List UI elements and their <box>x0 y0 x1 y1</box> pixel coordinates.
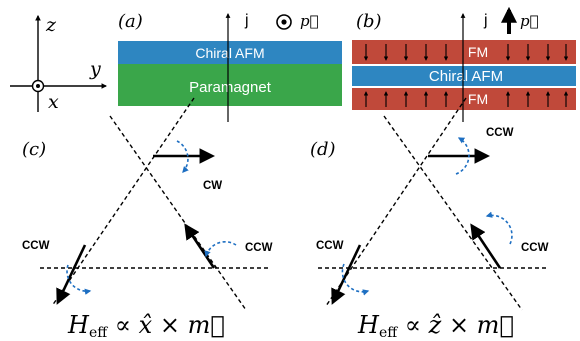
equation-h: H <box>357 311 380 339</box>
panel-c-label: (c) <box>22 139 46 160</box>
effective-field-equation: Heff ∝ x̂ × m⃗ <box>67 311 225 341</box>
fm-bottom-label: FM <box>468 91 488 107</box>
moment-arrow-left <box>331 244 362 305</box>
chiral-afm-label: Chiral AFM <box>195 45 264 61</box>
equation-rest: ∝ x̂ × m⃗ <box>107 311 225 339</box>
triangle-dashed-lines <box>318 97 548 311</box>
axis-label-y: y <box>89 58 101 80</box>
paramagnet-layer <box>118 64 342 106</box>
moment-arrow-left <box>56 244 87 305</box>
chiral-afm-label: Chiral AFM <box>429 68 503 85</box>
current-label: j <box>483 12 488 29</box>
rotation-label-top: CCW <box>486 127 514 139</box>
moment-arrow-right <box>184 223 216 269</box>
fm-bottom-up-arrows <box>363 91 569 107</box>
equation-subscript: eff <box>89 325 108 341</box>
cw-rotation-icon <box>176 140 189 173</box>
rotation-arcs <box>341 137 513 296</box>
x-axis-dot-icon <box>36 84 40 88</box>
polarization-label: p⃗ <box>520 12 539 30</box>
triangle-dashed-lines <box>40 97 270 311</box>
axis-label-x: x <box>48 91 59 113</box>
rotation-label-left: CCW <box>316 240 344 252</box>
panel-a-label: (a) <box>118 11 143 32</box>
moment-arrow-right <box>470 223 502 269</box>
ccw-rotation-icon <box>341 263 370 296</box>
panel-d: (d) CCW CCW CCW Heff ∝ ẑ × m⃗ <box>310 97 549 341</box>
rotation-label-top: CW <box>203 180 222 192</box>
chiral-afm-layer <box>118 41 342 64</box>
equation-subscript: eff <box>379 325 398 341</box>
axis-label-z: z <box>45 14 57 36</box>
fm-top-label: FM <box>468 44 488 60</box>
coordinate-axes: z y x <box>10 14 108 113</box>
fm-top-layer <box>352 40 576 64</box>
ccw-rotation-icon <box>485 211 513 245</box>
polarization-label: p⃗ <box>300 12 319 30</box>
equation-rest: ∝ ẑ × m⃗ <box>397 311 514 339</box>
paramagnet-label: Paramagnet <box>189 79 272 96</box>
rotation-arcs <box>66 140 237 295</box>
rotation-label-right: CCW <box>245 242 273 254</box>
rotation-label-left: CCW <box>22 240 50 252</box>
effective-field-equation: Heff ∝ ẑ × m⃗ <box>357 311 514 341</box>
panel-c: (c) CW CCW CCW Heff ∝ x̂ × m⃗ <box>22 97 273 341</box>
current-label: j <box>244 12 249 29</box>
equation-h: H <box>67 311 90 339</box>
panel-a: Chiral AFM Paramagnet (a) j p⃗ <box>118 11 342 122</box>
ccw-rotation-icon <box>204 241 237 258</box>
panel-b-label: (b) <box>356 11 382 32</box>
ccw-rotation-icon <box>455 137 470 175</box>
fm-top-down-arrows <box>363 44 569 61</box>
rotation-label-right: CCW <box>521 242 549 254</box>
panel-b: FM Chiral AFM FM (b) j p⃗ <box>352 6 576 122</box>
polarization-dot-icon <box>281 19 287 25</box>
panel-d-label: (d) <box>310 139 336 160</box>
chiral-afm-layer <box>352 66 576 86</box>
